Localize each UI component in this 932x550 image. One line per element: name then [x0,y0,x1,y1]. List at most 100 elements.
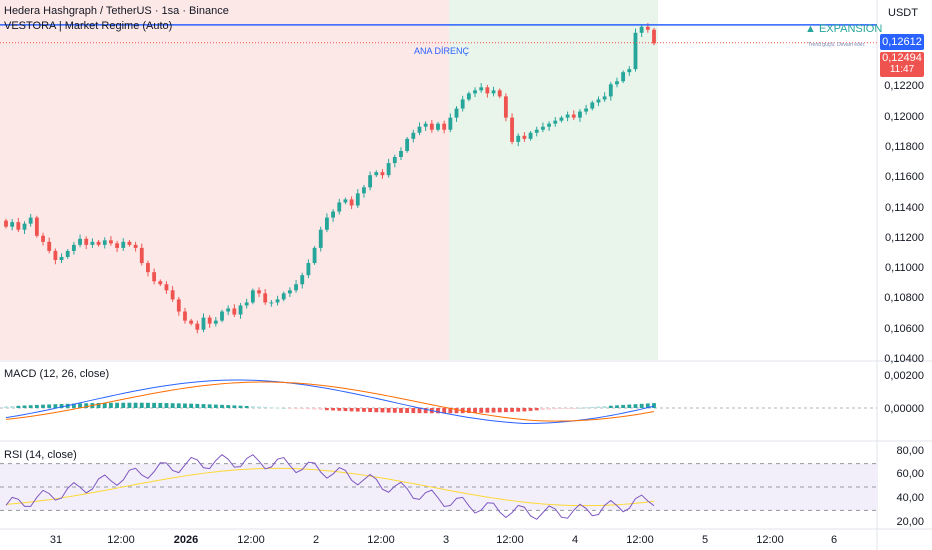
candle-body [59,256,64,261]
candle-body [90,241,95,245]
candle-body [343,199,348,203]
macd-histogram-bar [442,408,447,414]
candle-body [325,217,329,230]
macd-histogram-bar [115,402,119,408]
candle-body [127,241,132,245]
candle-body [497,90,502,97]
time-tick: 2 [312,534,320,546]
macd-histogram-bar [170,403,175,408]
macd-histogram-bar [158,402,163,408]
macd-histogram-bar [176,403,181,408]
candle-body [294,284,298,291]
candle-body [362,187,366,194]
candle-body [250,290,255,303]
macd-histogram-bar [269,407,274,409]
candle-body [53,250,58,261]
macd-histogram-bar [615,405,619,408]
rsi-ma-line [5,467,655,507]
candle-body [232,308,237,315]
candle-body [411,132,416,139]
time-tick: 12:00 [237,534,265,546]
candle-body [485,87,490,94]
rsi-label[interactable]: RSI (14, close) [4,449,77,461]
macd-histogram-bar [96,402,101,408]
macd-histogram-bar [195,403,200,408]
candle-body [633,32,638,70]
candle-body [41,235,45,242]
macd-line [5,379,655,424]
candle-body [541,126,545,130]
macd-histogram-bar [207,404,212,408]
candle-body [318,229,323,248]
macd-histogram-bar [541,408,545,410]
candle-body [423,123,428,127]
macd-histogram-bar [59,403,64,408]
time-tick: 3 [442,534,450,546]
macd-histogram-bar [423,408,428,414]
candle-body [133,244,138,248]
macd-histogram-bar [28,405,33,408]
macd-histogram-bar [250,406,255,408]
macd-histogram-bar [559,408,564,409]
macd-histogram-bar [355,408,360,412]
rsi-tick-80: 80,00 [896,445,924,457]
macd-label[interactable]: MACD (12, 26, close) [4,368,110,380]
rsi-tick-20: 20,00 [896,516,924,528]
macd-signal-line [5,381,655,422]
macd-histogram-bar [201,404,206,408]
candle-body [479,87,484,91]
candle-body [516,135,521,142]
macd-histogram-bar [454,408,459,414]
macd-histogram-bar [146,402,150,408]
macd-histogram-bar [596,406,601,408]
currency-label[interactable]: USDT [888,7,918,19]
macd-histogram-bar [306,408,311,410]
symbol-title[interactable]: Hedera Hashgraph / TetherUS · 1sa · Bina… [4,5,229,17]
candle-body [528,132,533,139]
macd-histogram-bar [602,406,607,408]
candle-body [300,275,305,285]
candle-body [349,199,354,206]
candle-body [152,272,157,282]
time-tick: 4 [571,534,579,546]
candle-body [195,323,200,330]
macd-histogram-bar [399,408,403,413]
regime-bg-green [449,0,658,360]
macd-histogram-bar [22,405,27,408]
candle-body [115,243,119,248]
candle-body [102,240,107,245]
macd-tick-zero: 0,00000 [884,403,924,415]
rsi-tick-60: 60,00 [896,468,924,480]
resistance-price-tag: 0,12612 [880,34,924,50]
macd-histogram-bar [534,408,539,411]
macd-histogram-bar [497,408,502,413]
time-tick: 5 [701,534,709,546]
candle-body [639,26,644,33]
candle-body [392,157,397,164]
regime-bg-red [0,0,449,360]
candle-body [238,305,243,315]
indicator-title[interactable]: VESTORA | Market Regime (Auto) [4,20,173,32]
candle-body [621,72,626,82]
candle-body [10,222,15,227]
macd-histogram-bar [368,408,373,413]
candle-body [170,290,175,300]
candle-body [652,29,656,44]
candle-body [176,299,181,312]
macd-histogram-bar [244,405,249,408]
macd-histogram-bar [547,408,551,410]
macd-histogram-bar [380,408,385,413]
macd-histogram-bar [374,408,379,413]
price-tick: 0,12200 [884,80,924,93]
macd-histogram-bar [226,405,231,408]
macd-histogram-bar [491,408,496,413]
candle-body [201,317,206,330]
candle-body [645,26,650,30]
macd-histogram-bar [621,404,626,408]
candle-body [164,284,169,291]
candle-body [71,244,76,251]
candle-body [368,175,373,188]
last-price-tag: 0,12494 11:47 [880,52,924,77]
candle-body [226,308,231,312]
